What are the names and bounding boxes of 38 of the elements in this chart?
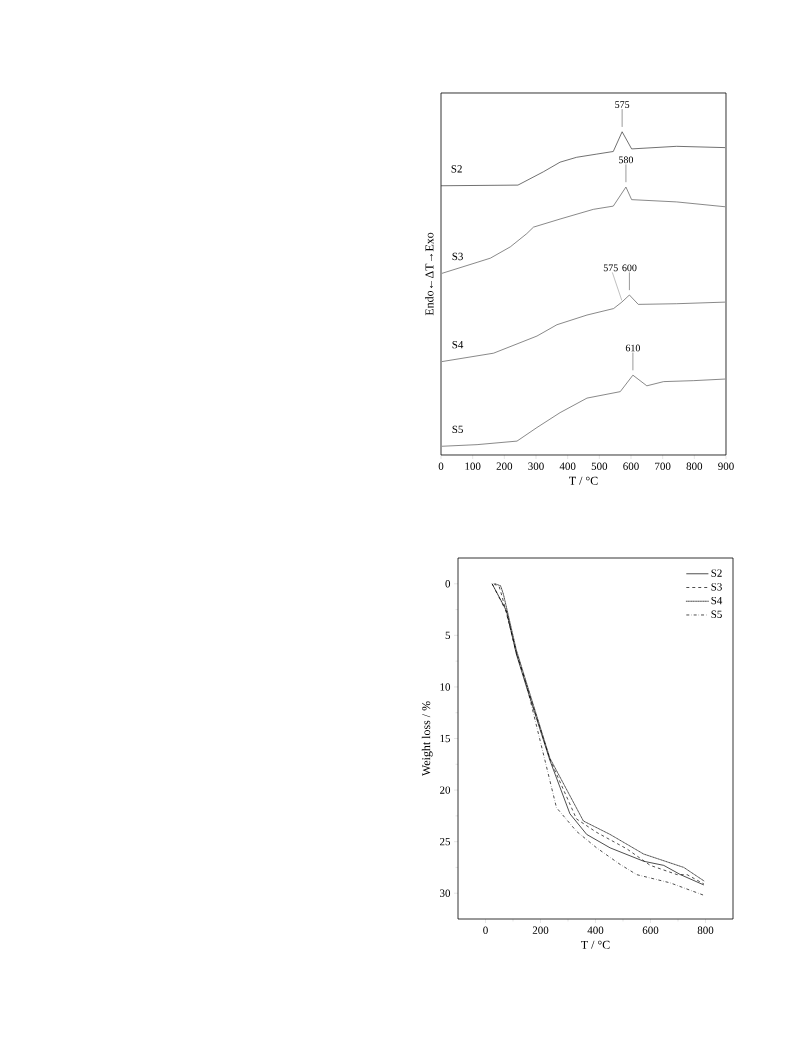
x-tick-label: 700: [655, 462, 671, 470]
series-label: S2: [451, 165, 462, 173]
annotation: 600: [622, 264, 637, 272]
y-axis-title: Weight loss / %: [421, 701, 433, 777]
x-tick-label: 200: [496, 462, 513, 470]
x-tick-label: 900: [718, 462, 734, 470]
x-tick-label: 400: [587, 926, 604, 934]
x-tick-label: 400: [559, 462, 576, 470]
x-tick-label: 300: [528, 462, 544, 470]
y-tick-label: 0: [445, 580, 451, 588]
y-axis-title: Endo←ΔT→Exo: [425, 232, 434, 316]
y-tick-label: 10: [440, 683, 451, 691]
x-tick-label: 0: [483, 926, 488, 934]
annotation: 610: [625, 344, 640, 352]
x-tick-label: 600: [623, 462, 639, 470]
legend-label: S3: [711, 583, 722, 591]
y-tick-label: 15: [440, 734, 451, 743]
legend-label: S2: [711, 569, 722, 577]
y-tick-label: 5: [445, 631, 451, 639]
legend-label: S5: [711, 610, 722, 618]
x-tick-label: 100: [465, 462, 481, 470]
series-label: S4: [452, 341, 464, 349]
x-tick-label: 200: [532, 926, 549, 934]
x-tick-label: 800: [686, 462, 703, 470]
y-tick-label: 20: [440, 786, 451, 794]
annotation: 575: [615, 101, 630, 108]
x-tick-label: 800: [697, 926, 714, 934]
x-axis-title: T / °C: [569, 476, 598, 485]
annotation: 575: [603, 264, 618, 272]
legend-label: S4: [711, 596, 723, 605]
series-label: S3: [452, 252, 463, 261]
x-tick-label: 600: [642, 926, 659, 934]
x-tick-label: 500: [591, 462, 608, 470]
series-label: S5: [452, 425, 463, 434]
y-tick-label: 30: [440, 889, 451, 897]
y-tick-label: 25: [440, 837, 451, 846]
annotation: 580: [619, 156, 634, 164]
x-axis-title: T / °C: [581, 940, 610, 949]
